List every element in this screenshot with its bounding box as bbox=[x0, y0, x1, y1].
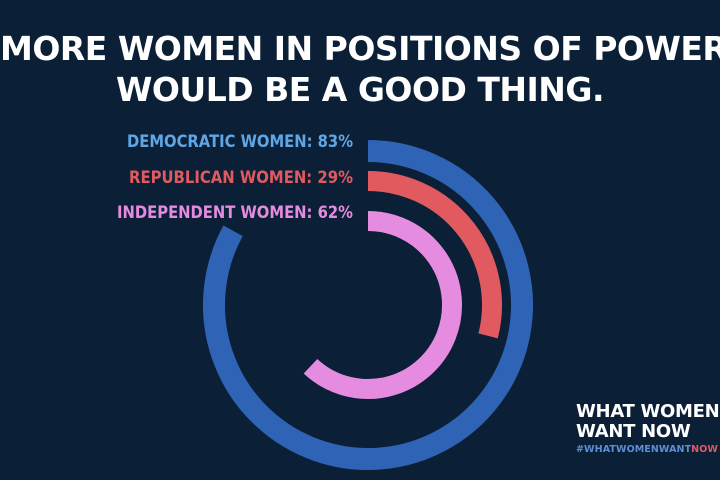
hashtag-main: #WHATWOMENWANT bbox=[576, 444, 692, 455]
arc-republican-women bbox=[367, 171, 502, 339]
title-line-2: WOULD BE A GOOD THING. bbox=[115, 70, 605, 109]
brand-line-1: WHAT WOMEN bbox=[576, 401, 720, 422]
brand-logo: WHAT WOMEN WANT NOW #WHATWOMENWANTNOW bbox=[576, 401, 720, 458]
arc-independent-women bbox=[303, 211, 462, 399]
brand-hashtag: #WHATWOMENWANTNOW bbox=[576, 442, 719, 458]
title-line-1: MORE WOMEN IN POSITIONS OF POWER bbox=[0, 29, 720, 68]
hashtag-accent: NOW bbox=[691, 444, 718, 455]
label-democratic-women: DEMOCRATIC WOMEN: 83% bbox=[127, 132, 353, 152]
label-republican-women: REPUBLICAN WOMEN: 29% bbox=[129, 168, 353, 188]
label-independent-women: INDEPENDENT WOMEN: 62% bbox=[117, 203, 353, 223]
page-title: MORE WOMEN IN POSITIONS OF POWER WOULD B… bbox=[0, 28, 720, 110]
arc-democratic-women bbox=[203, 140, 533, 470]
brand-line-2: WANT NOW bbox=[576, 421, 691, 442]
